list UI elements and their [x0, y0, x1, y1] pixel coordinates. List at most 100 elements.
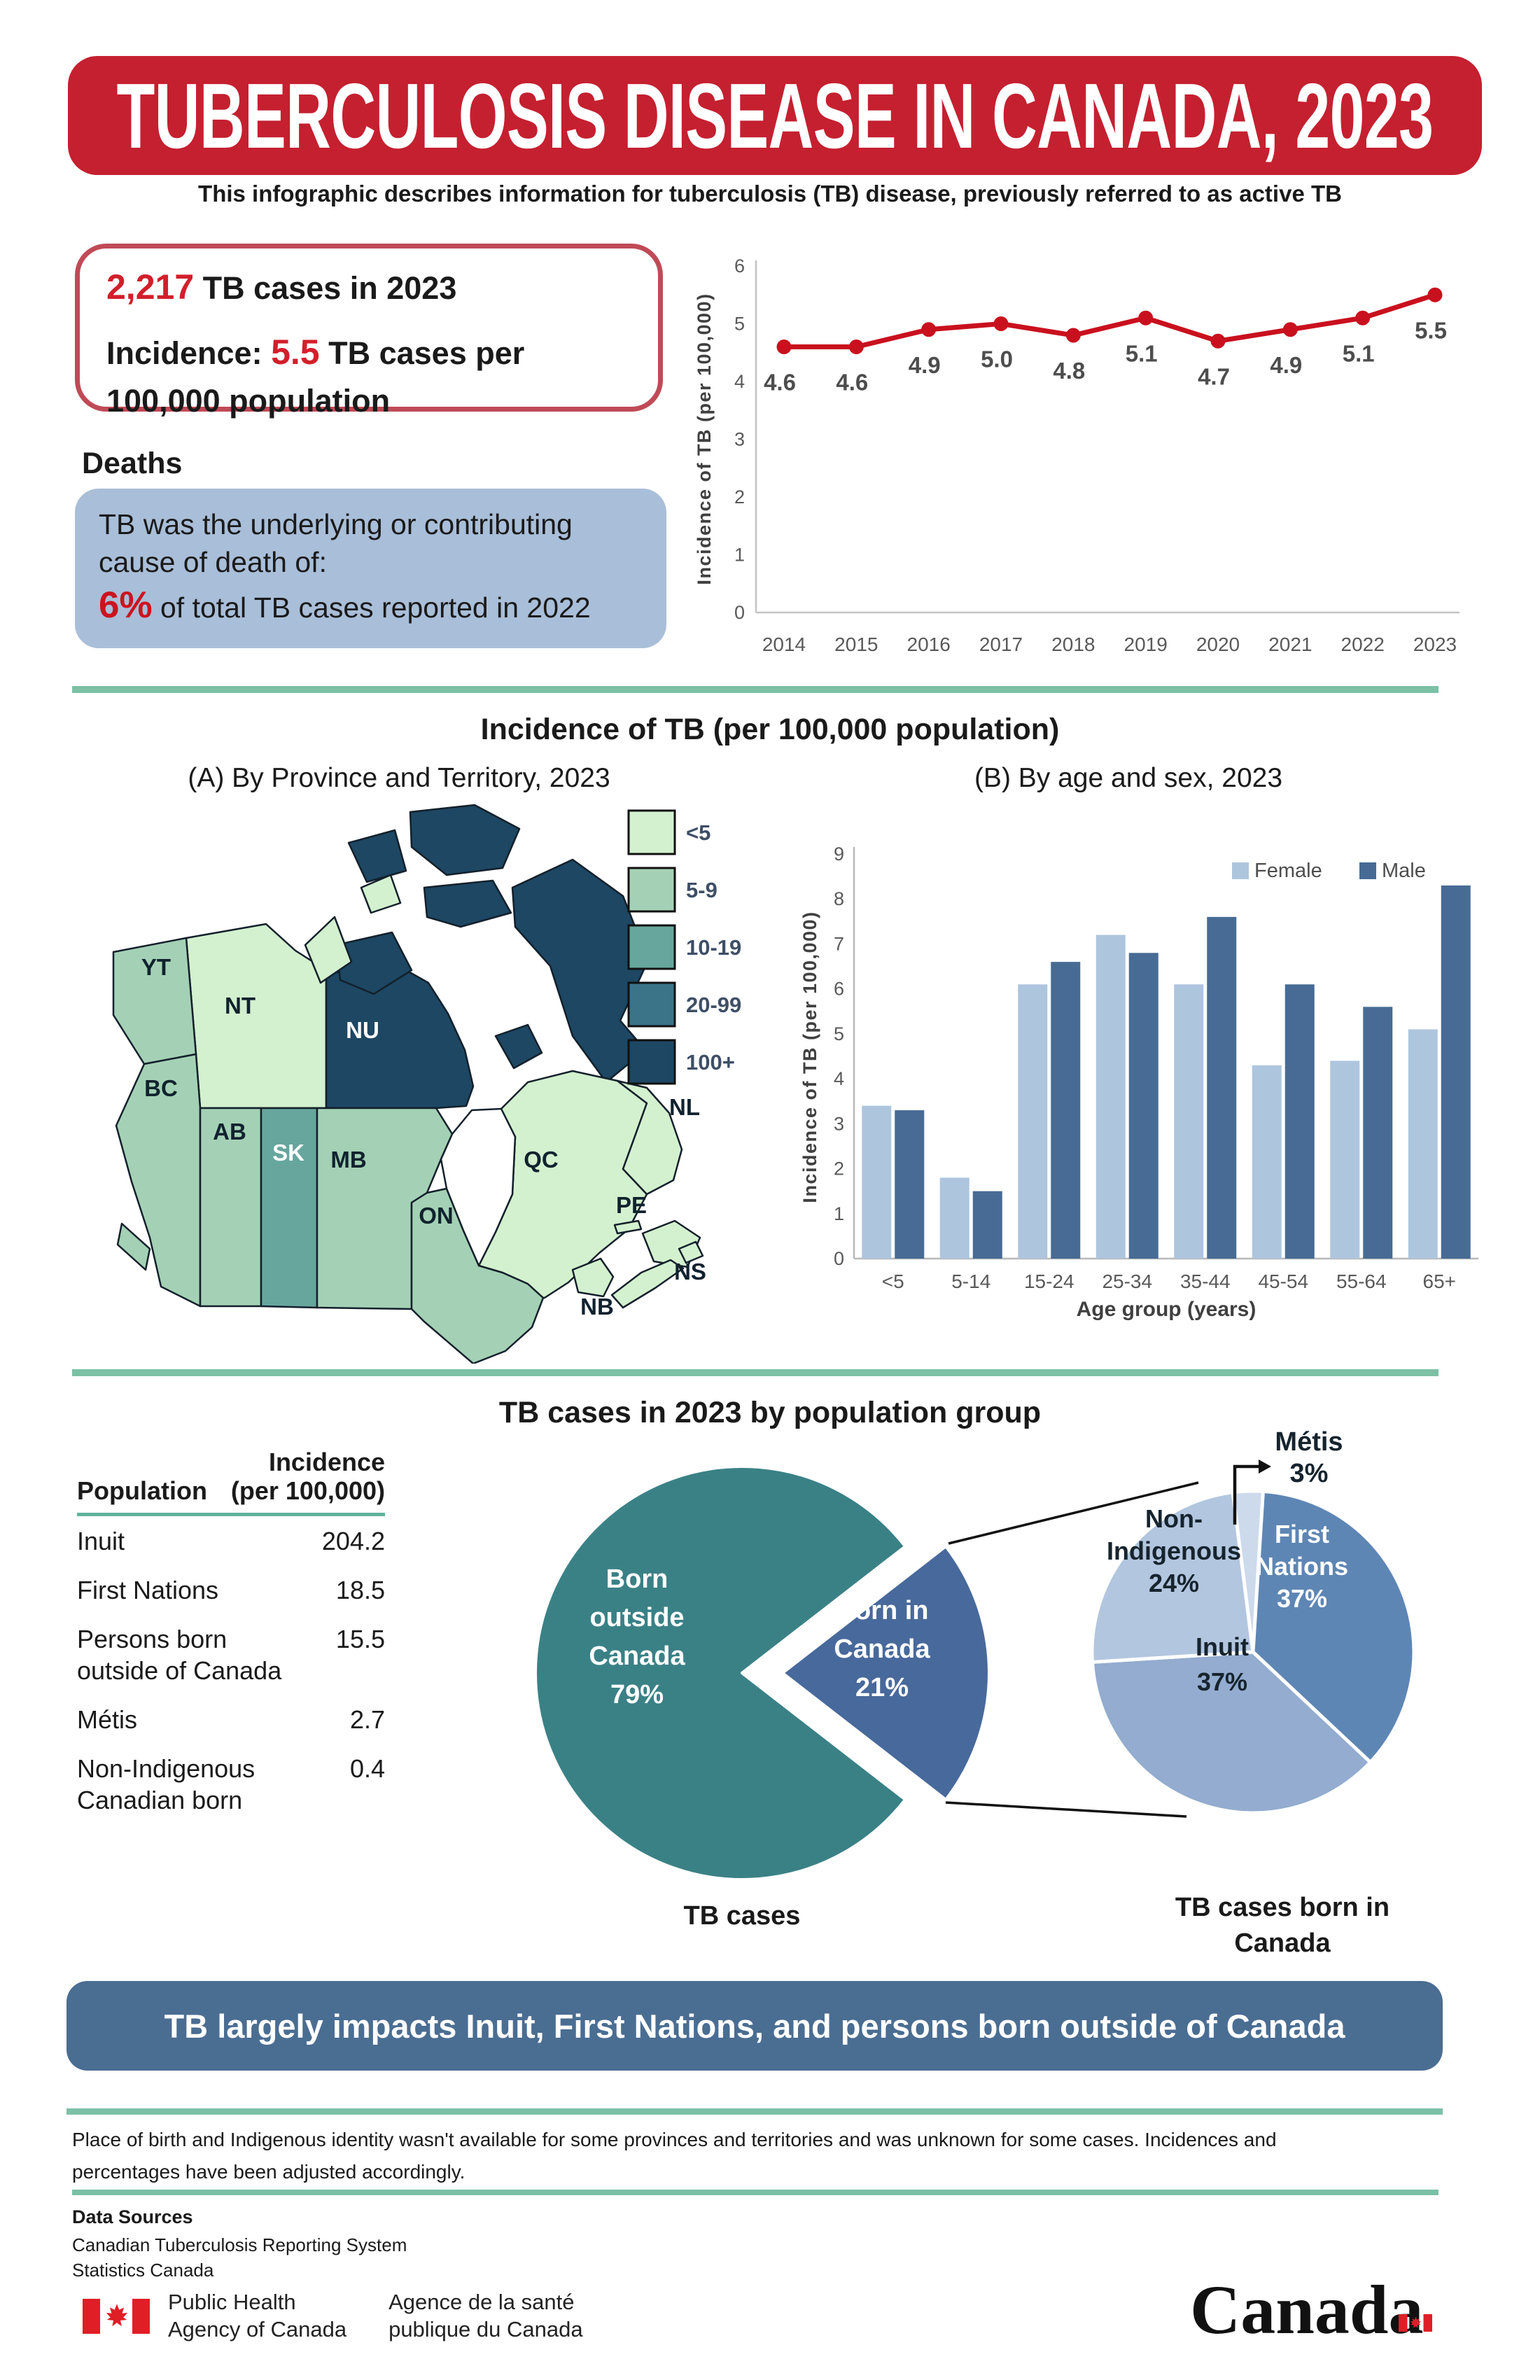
incidence-line: Incidence: 5.5 TB cases per 100,000 popu…	[106, 327, 638, 424]
svg-text:20-99: 20-99	[686, 993, 741, 1017]
svg-text:5-14: 5-14	[951, 1270, 990, 1292]
svg-text:5.5: 5.5	[1415, 317, 1447, 343]
title-banner: TUBERCULOSIS DISEASE IN CANADA, 2023	[68, 56, 1482, 175]
svg-text:4.7: 4.7	[1198, 363, 1230, 389]
divider-3	[66, 2108, 1443, 2115]
svg-text:5-9: 5-9	[686, 878, 718, 902]
svg-text:2018: 2018	[1051, 634, 1095, 655]
svg-text:2017: 2017	[979, 634, 1023, 655]
table-cell-population: Persons born outside of Canada	[77, 1624, 282, 1685]
svg-text:Non-: Non-	[1145, 1504, 1203, 1533]
svg-text:55-64: 55-64	[1336, 1270, 1387, 1292]
svg-text:8: 8	[834, 888, 844, 909]
svg-text:Female: Female	[1254, 860, 1322, 882]
table-header-population: Population	[77, 1476, 207, 1505]
data-sources-heading: Data Sources	[72, 2206, 193, 2227]
svg-text:YT: YT	[141, 954, 171, 980]
svg-text:2015: 2015	[834, 634, 878, 655]
svg-text:2: 2	[834, 1158, 844, 1180]
trend-line-chart-svg: 0 1 2 3 4 5 6 4.6 2014 4.6 2015 4.9 2016 5.0 2017 4.8 20…	[694, 255, 1460, 655]
table-row: First Nations 18.5	[77, 1565, 385, 1614]
table-row: Non-Indigenous Canadian born 0.4	[77, 1744, 385, 1824]
trend-line-chart: 0 1 2 3 4 5 6 4.6 2014 4.6 2015 4.9 2016 5.0 2017 4.8 20…	[690, 241, 1480, 672]
svg-text:3: 3	[834, 1113, 844, 1134]
table-cell-incidence: 15.5	[335, 1624, 385, 1653]
deaths-suffix: of total TB cases reported in 2022	[152, 592, 591, 624]
svg-text:2014: 2014	[762, 634, 806, 655]
svg-text:outside: outside	[589, 1603, 684, 1632]
data-source-item: Canadian Tuberculosis Reporting System	[72, 2234, 407, 2255]
deaths-heading: Deaths	[82, 447, 183, 480]
table-cell-incidence: 18.5	[335, 1575, 385, 1604]
svg-text:AB: AB	[213, 1119, 246, 1144]
svg-text:Age group (years): Age group (years)	[1077, 1298, 1256, 1321]
svg-text:SK: SK	[272, 1140, 304, 1166]
phac-logo: Public Health Agency of Canada Agence de…	[83, 2289, 583, 2344]
svg-text:PE: PE	[616, 1192, 647, 1218]
age-sex-bar-chart-svg: 0 1 2 3 4 5 6 7 8 9 <5 5-14 15-24 25-34 35-44 45-54 55-6…	[799, 844, 1478, 1321]
svg-text:Métis: Métis	[1275, 1427, 1343, 1457]
svg-text:QC: QC	[524, 1147, 559, 1172]
svg-text:79%: 79%	[610, 1680, 664, 1709]
svg-text:Canada: Canada	[834, 1634, 930, 1664]
svg-text:5.1: 5.1	[1126, 340, 1158, 366]
table-cell-population: Métis	[77, 1704, 138, 1734]
svg-text:5: 5	[734, 314, 745, 335]
svg-text:Male: Male	[1382, 860, 1426, 882]
svg-text:5: 5	[834, 1023, 844, 1044]
population-pie-charts: Born outside Canada 79% Born in Canada 21% Firs…	[490, 1414, 1470, 1960]
population-incidence-table: Population Incidence (per 100,000) Inuit…	[77, 1448, 385, 1824]
svg-text:2016: 2016	[907, 634, 951, 655]
table-cell-incidence: 0.4	[349, 1754, 385, 1783]
svg-text:6: 6	[834, 979, 844, 1000]
svg-text:2022: 2022	[1341, 634, 1385, 655]
svg-text:1: 1	[734, 545, 745, 566]
svg-text:37%: 37%	[1197, 1667, 1247, 1696]
canada-wordmark: Canada	[1190, 2269, 1433, 2350]
canada-map-svg: YT NT NU BC AB SK MB ON QC NL PE NS NB <5 5-9 10-19 20-…	[112, 804, 741, 1365]
svg-text:BC: BC	[144, 1075, 178, 1101]
pie-left-caption: TB cases	[683, 1901, 801, 1931]
canada-flag-icon	[83, 2298, 150, 2334]
svg-text:NS: NS	[674, 1259, 706, 1284]
svg-text:1: 1	[834, 1203, 844, 1224]
svg-text:Inuit: Inuit	[1196, 1632, 1249, 1661]
incidence-value: 5.5	[271, 332, 320, 372]
svg-text:25-34: 25-34	[1102, 1270, 1152, 1292]
svg-text:Nations: Nations	[1256, 1552, 1348, 1581]
svg-text:4.6: 4.6	[764, 370, 796, 396]
svg-text:ON: ON	[419, 1203, 454, 1228]
phac-text-en: Public Health Agency of Canada	[168, 2290, 347, 2342]
svg-text:9: 9	[834, 844, 844, 864]
svg-text:100+: 100+	[686, 1050, 735, 1074]
svg-text:0: 0	[734, 602, 745, 623]
page-title: TUBERCULOSIS DISEASE IN CANADA, 2023	[116, 64, 1434, 167]
table-header-incidence: Incidence (per 100,000)	[230, 1448, 385, 1506]
svg-text:0: 0	[834, 1248, 844, 1269]
map-legend: <5 5-9 10-19 20-99 100+	[627, 809, 741, 1085]
svg-text:24%: 24%	[1149, 1569, 1199, 1597]
table-row: Métis 2.7	[77, 1695, 385, 1744]
table-cell-population: Non-Indigenous Canadian born	[77, 1754, 255, 1814]
cases-suffix: TB cases in 2023	[194, 270, 457, 306]
svg-text:Canada: Canada	[589, 1642, 685, 1671]
divider-4	[72, 2190, 1438, 2195]
svg-text:4: 4	[734, 371, 745, 392]
svg-text:2020: 2020	[1196, 634, 1240, 655]
svg-text:4: 4	[834, 1068, 844, 1089]
pie-right-caption: TB cases born in Canada	[1175, 1893, 1390, 1959]
svg-text:NB: NB	[580, 1294, 614, 1320]
svg-text:4.9: 4.9	[909, 352, 941, 378]
page-subtitle: This infographic describes information f…	[198, 181, 1342, 206]
svg-text:6: 6	[734, 255, 745, 276]
table-cell-population: First Nations	[77, 1575, 219, 1604]
svg-text:NL: NL	[669, 1094, 700, 1120]
svg-text:15-24: 15-24	[1024, 1270, 1074, 1292]
canada-choropleth-map: YT NT NU BC AB SK MB ON QC NL PE NS NB <5 5-9 10-19 20-…	[83, 804, 752, 1365]
svg-text:Incidence of TB (per 100,000): Incidence of TB (per 100,000)	[799, 911, 820, 1203]
svg-text:21%: 21%	[855, 1673, 909, 1702]
table-cell-incidence: 204.2	[321, 1526, 385, 1555]
svg-text:4.9: 4.9	[1270, 352, 1302, 378]
table-row: Inuit 204.2	[77, 1516, 385, 1565]
